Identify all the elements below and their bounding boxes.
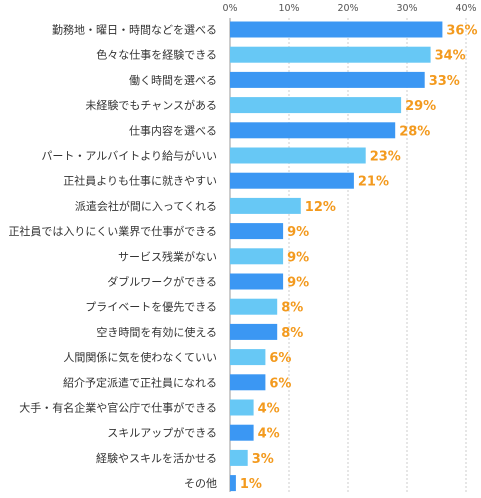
bar [230,349,266,366]
category-label: 経験やスキルを活かせる [96,451,217,465]
bar [230,424,254,441]
category-label: ダブルワークができる [107,275,217,289]
category-label: スキルアップができる [107,426,217,440]
bars [230,21,443,492]
category-label: 空き時間を有効に使える [96,325,217,339]
bar [230,197,301,214]
value-label: 6% [269,351,291,366]
x-tick-label: 30% [396,3,417,14]
x-tick-label: 10% [278,3,299,14]
value-label: 9% [287,225,309,240]
category-label: 正社員よりも仕事に就きやすい [63,174,217,188]
x-axis-ticks: 0% 10% 20% 30% 40% [222,3,476,14]
category-label: パート・アルバイトより給与がいい [41,149,217,163]
value-label: 8% [281,301,303,316]
bar [230,71,425,88]
category-label: 色々な仕事を経験できる [96,48,217,62]
value-labels: 36% 34% 33% 29% 28% 23% 21% 12% 9% 9% 9% 8% 8% 6% 6% 4%… [240,24,478,493]
category-labels: 勤務地・曜日・時間などを選べる色々な仕事を経験できる働く時間を選べる未経験でもチ… [8,23,217,491]
category-label: 正社員では入りにくい業界で仕事ができる [8,224,217,238]
bar [230,374,266,391]
value-label: 9% [287,250,309,265]
x-tick-label: 40% [455,3,476,14]
bar [230,273,284,290]
category-label: 仕事内容を選べる [129,123,217,137]
value-label: 9% [287,276,309,291]
x-tick-label: 20% [337,3,358,14]
bar [230,223,284,240]
category-label: 働く時間を選べる [129,74,217,87]
category-label: プライベートを優先できる [85,301,217,314]
bar [230,122,396,139]
bar [230,21,443,38]
bar [230,172,354,189]
value-label: 36% [446,24,477,39]
category-label: 人間関係に気を使わなくていい [63,350,217,364]
category-label: 勤務地・曜日・時間などを選べる [52,23,217,37]
bar [230,46,431,63]
value-label: 29% [405,99,436,114]
value-label: 21% [358,175,389,190]
bar [230,475,236,492]
bar [230,323,278,340]
value-label: 4% [258,402,280,417]
bar [230,449,248,466]
category-label: 大手・有名企業や官公庁で仕事ができる [19,401,217,415]
value-label: 28% [399,124,430,139]
value-label: 1% [240,477,262,492]
value-label: 34% [435,49,466,64]
value-label: 8% [281,326,303,341]
value-label: 12% [305,200,336,215]
value-label: 3% [252,452,274,467]
category-label: サービス残業がない [118,249,217,263]
category-label: 未経験でもチャンスがある [85,98,217,112]
bar [230,399,254,416]
category-label: 紹介予定派遣で正社員になれる [63,375,217,389]
bar [230,248,284,265]
x-tick-label: 0% [222,3,237,14]
bar [230,147,366,164]
category-label: 派遣会社が間に入ってくれる [75,199,217,213]
value-label: 23% [370,150,401,165]
value-label: 33% [429,74,460,89]
value-label: 6% [269,376,291,391]
bar [230,298,278,315]
value-label: 4% [258,427,280,442]
bar [230,97,402,114]
category-label: その他 [184,477,217,490]
